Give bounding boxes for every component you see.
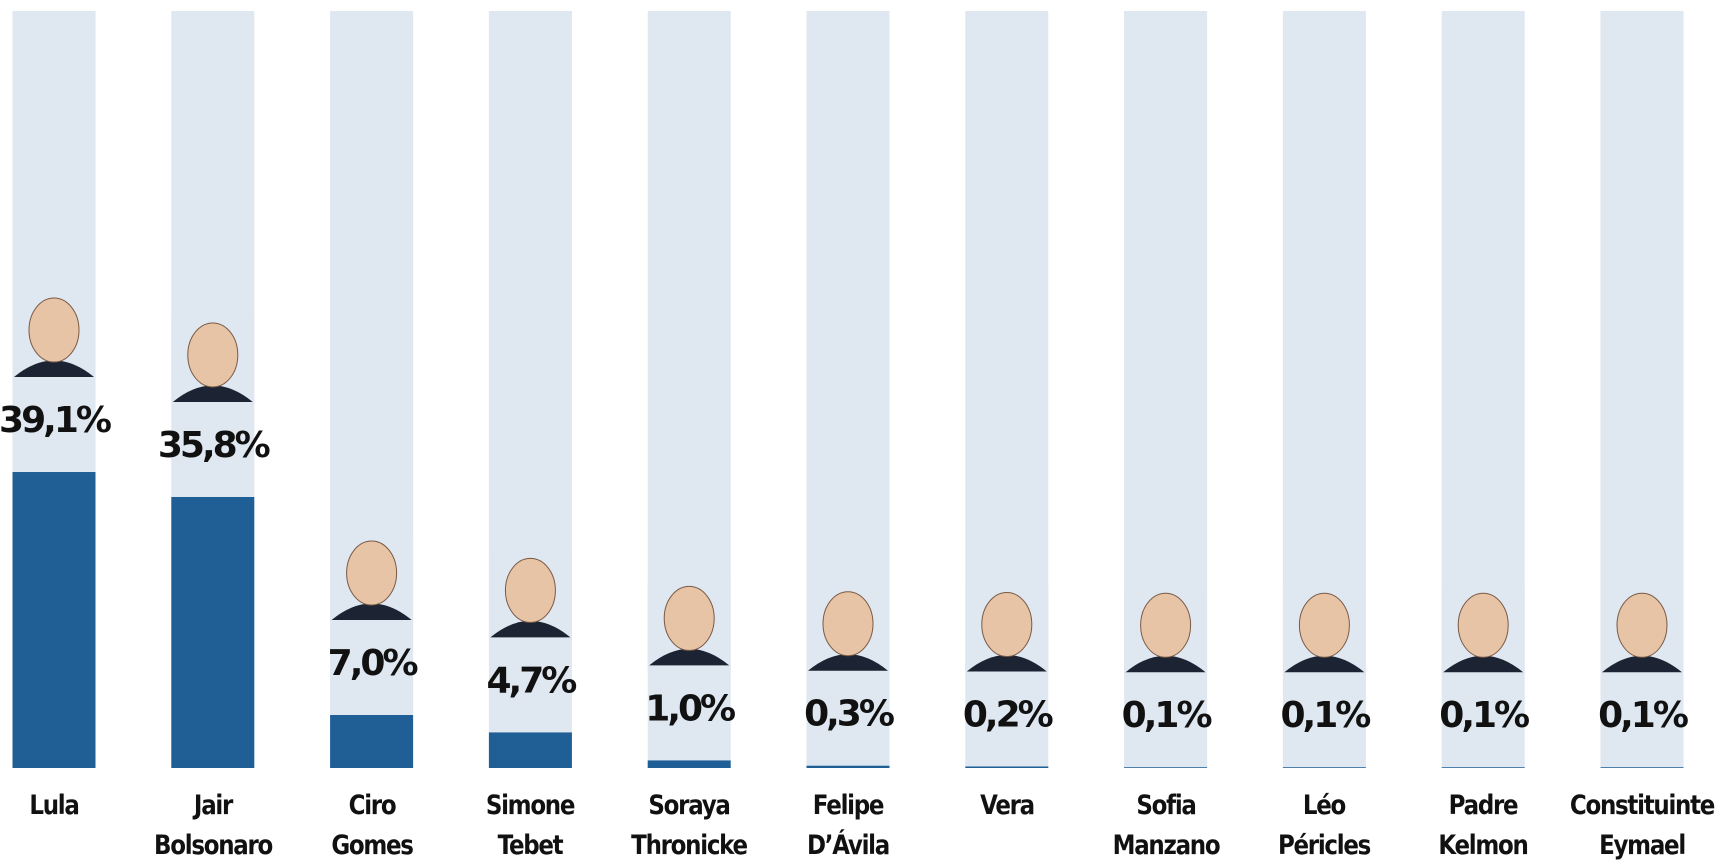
portrait-head bbox=[504, 557, 556, 623]
portrait-shoulders bbox=[331, 603, 412, 621]
portrait-shoulders bbox=[172, 385, 253, 402]
category-label: Soraya Thronicke bbox=[631, 790, 748, 861]
portrait-head bbox=[1140, 592, 1192, 658]
portrait-shoulders bbox=[649, 648, 730, 666]
bar bbox=[647, 760, 731, 768]
value-label: 0,3% bbox=[804, 694, 894, 735]
category-label: Ciro Gomes bbox=[330, 790, 414, 861]
portrait-head bbox=[1457, 592, 1509, 658]
portrait-shoulders bbox=[1125, 655, 1206, 673]
portrait-head bbox=[981, 591, 1033, 657]
value-label: 39,1% bbox=[0, 400, 111, 441]
portrait-head bbox=[1298, 592, 1350, 658]
portrait-head bbox=[663, 585, 715, 651]
portrait-head bbox=[346, 540, 398, 606]
bar bbox=[488, 732, 572, 768]
column-background bbox=[330, 11, 414, 768]
bar bbox=[965, 766, 1049, 768]
category-label: Felipe D’Ávila bbox=[807, 790, 890, 861]
portrait-shoulders bbox=[14, 360, 94, 378]
portrait-shoulders bbox=[1443, 655, 1524, 673]
value-label: 35,8% bbox=[158, 425, 270, 466]
bar bbox=[1124, 767, 1208, 768]
value-label: 4,7% bbox=[486, 660, 576, 701]
value-label: 1,0% bbox=[645, 688, 735, 729]
value-label: 0,1% bbox=[1598, 695, 1688, 736]
bar bbox=[806, 765, 890, 768]
portrait-head bbox=[187, 322, 239, 388]
category-label: Vera bbox=[979, 790, 1035, 821]
bar bbox=[1600, 767, 1684, 768]
value-label: 7,0% bbox=[328, 643, 418, 684]
portrait-shoulders bbox=[1602, 655, 1682, 673]
bar bbox=[12, 472, 96, 768]
portrait-head bbox=[822, 591, 874, 657]
bar bbox=[330, 715, 414, 768]
bar bbox=[1282, 767, 1366, 768]
portrait-shoulders bbox=[966, 654, 1047, 672]
bar bbox=[1441, 767, 1525, 768]
value-label: 0,1% bbox=[1280, 695, 1370, 736]
portrait-shoulders bbox=[1284, 655, 1365, 673]
category-label: Simone Tebet bbox=[486, 790, 576, 861]
column-background bbox=[488, 11, 572, 768]
category-label: Sofia Manzano bbox=[1112, 790, 1220, 861]
value-label: 0,1% bbox=[1439, 695, 1529, 736]
portrait-head bbox=[1616, 592, 1668, 658]
portrait-shoulders bbox=[490, 620, 571, 638]
category-label: Léo Péricles bbox=[1278, 790, 1371, 861]
value-label: 0,2% bbox=[963, 694, 1053, 735]
bar bbox=[171, 496, 255, 768]
category-label: Lula bbox=[29, 790, 79, 821]
category-label: Jair Bolsonaro bbox=[153, 790, 273, 861]
portrait-head bbox=[28, 297, 80, 363]
category-label: Padre Kelmon bbox=[1438, 790, 1529, 861]
category-label: Constituinte Eymael bbox=[1569, 790, 1715, 861]
value-label: 0,1% bbox=[1122, 695, 1212, 736]
portrait-shoulders bbox=[808, 654, 888, 671]
